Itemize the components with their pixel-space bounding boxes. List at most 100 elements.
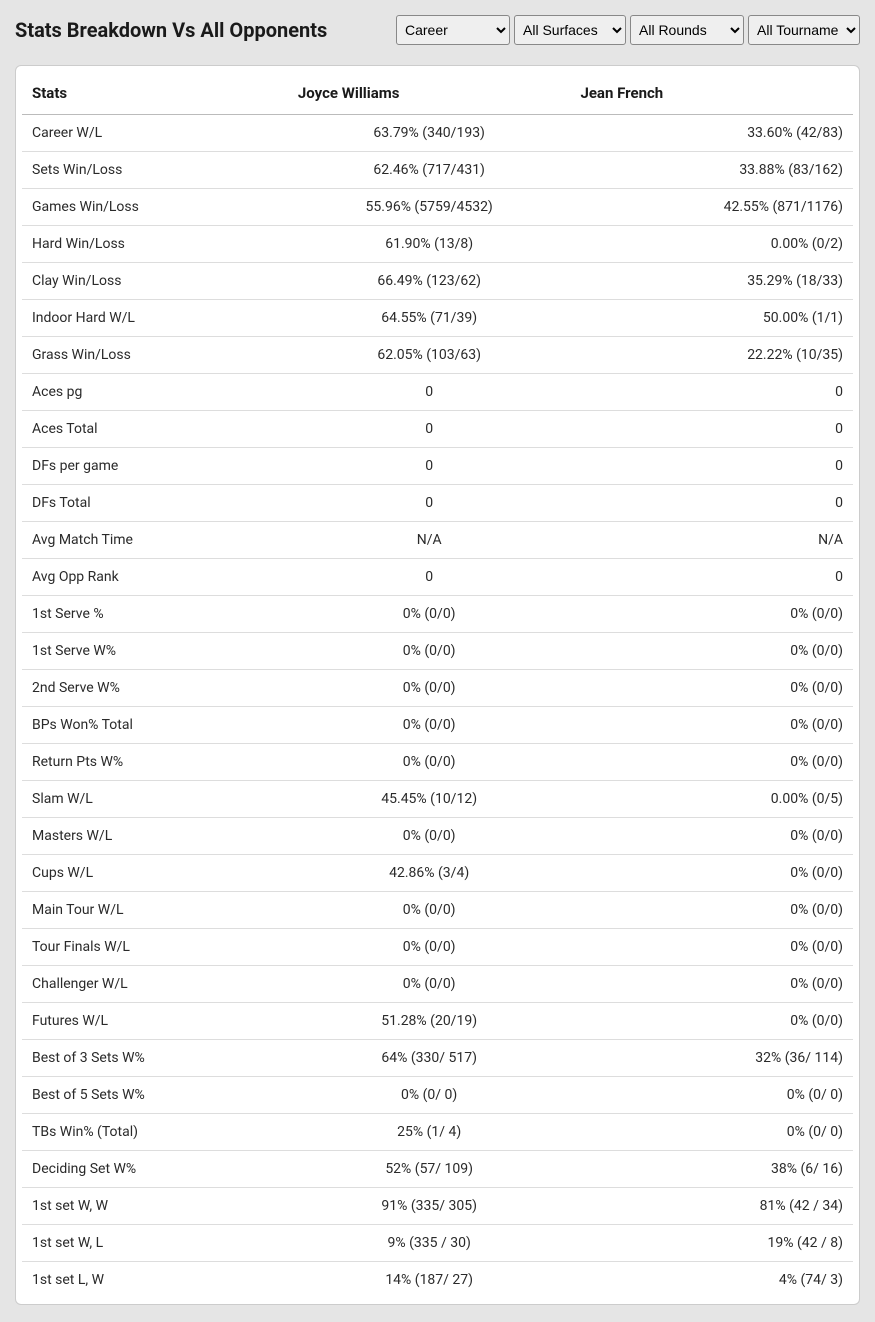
stats-table-container: Stats Joyce Williams Jean French Career … <box>15 65 860 1305</box>
player2-value: 0% (0/0) <box>570 670 853 707</box>
player2-value: 38% (6/ 16) <box>570 1151 853 1188</box>
stat-label: Cups W/L <box>22 855 288 892</box>
table-row: Career W/L63.79% (340/193)33.60% (42/83) <box>22 115 853 152</box>
table-row: Best of 3 Sets W%64% (330/ 517)32% (36/ … <box>22 1040 853 1077</box>
table-row: Deciding Set W%52% (57/ 109)38% (6/ 16) <box>22 1151 853 1188</box>
player1-value: 0 <box>288 559 571 596</box>
table-row: Tour Finals W/L0% (0/0)0% (0/0) <box>22 929 853 966</box>
table-row: 2nd Serve W%0% (0/0)0% (0/0) <box>22 670 853 707</box>
player2-value: 19% (42 / 8) <box>570 1225 853 1262</box>
table-row: Main Tour W/L0% (0/0)0% (0/0) <box>22 892 853 929</box>
stat-label: Aces pg <box>22 374 288 411</box>
stat-label: DFs Total <box>22 485 288 522</box>
player1-value: 0% (0/ 0) <box>288 1077 571 1114</box>
stat-label: BPs Won% Total <box>22 707 288 744</box>
player1-value: 0% (0/0) <box>288 707 571 744</box>
stat-label: Best of 5 Sets W% <box>22 1077 288 1114</box>
stat-label: 1st set W, L <box>22 1225 288 1262</box>
table-row: BPs Won% Total0% (0/0)0% (0/0) <box>22 707 853 744</box>
player2-value: 0% (0/ 0) <box>570 1114 853 1151</box>
player1-value: 0% (0/0) <box>288 818 571 855</box>
table-row: Sets Win/Loss62.46% (717/431)33.88% (83/… <box>22 152 853 189</box>
player1-value: 0 <box>288 374 571 411</box>
player1-value: 52% (57/ 109) <box>288 1151 571 1188</box>
stat-label: 2nd Serve W% <box>22 670 288 707</box>
player1-value: 0% (0/0) <box>288 670 571 707</box>
player1-value: 14% (187/ 27) <box>288 1262 571 1299</box>
table-row: Avg Opp Rank00 <box>22 559 853 596</box>
surface-select[interactable]: All Surfaces <box>514 15 626 45</box>
table-row: Avg Match TimeN/AN/A <box>22 522 853 559</box>
player2-value: 0% (0/0) <box>570 929 853 966</box>
table-row: DFs Total00 <box>22 485 853 522</box>
stat-label: Indoor Hard W/L <box>22 300 288 337</box>
table-row: 1st Serve W%0% (0/0)0% (0/0) <box>22 633 853 670</box>
stat-label: Aces Total <box>22 411 288 448</box>
table-row: Aces pg00 <box>22 374 853 411</box>
table-row: 1st set W, L9% (335 / 30)19% (42 / 8) <box>22 1225 853 1262</box>
player2-value: 0% (0/0) <box>570 1003 853 1040</box>
player1-value: 62.05% (103/63) <box>288 337 571 374</box>
stats-tbody: Career W/L63.79% (340/193)33.60% (42/83)… <box>22 115 853 1299</box>
stat-label: Sets Win/Loss <box>22 152 288 189</box>
table-row: Cups W/L42.86% (3/4)0% (0/0) <box>22 855 853 892</box>
tournament-select[interactable]: All Tournaments <box>748 15 860 45</box>
player1-value: N/A <box>288 522 571 559</box>
table-row: Hard Win/Loss61.90% (13/8)0.00% (0/2) <box>22 226 853 263</box>
player2-value: 0.00% (0/5) <box>570 781 853 818</box>
player2-value: 4% (74/ 3) <box>570 1262 853 1299</box>
player2-value: 0 <box>570 448 853 485</box>
player2-value: 22.22% (10/35) <box>570 337 853 374</box>
table-row: Clay Win/Loss66.49% (123/62)35.29% (18/3… <box>22 263 853 300</box>
stat-label: Deciding Set W% <box>22 1151 288 1188</box>
stat-label: Career W/L <box>22 115 288 152</box>
stat-label: Futures W/L <box>22 1003 288 1040</box>
table-row: 1st Serve %0% (0/0)0% (0/0) <box>22 596 853 633</box>
player1-value: 55.96% (5759/4532) <box>288 189 571 226</box>
player1-value: 0% (0/0) <box>288 929 571 966</box>
stat-label: Return Pts W% <box>22 744 288 781</box>
player1-value: 62.46% (717/431) <box>288 152 571 189</box>
player1-value: 42.86% (3/4) <box>288 855 571 892</box>
stat-label: Main Tour W/L <box>22 892 288 929</box>
stat-label: Best of 3 Sets W% <box>22 1040 288 1077</box>
player2-value: 0 <box>570 485 853 522</box>
player2-value: 0% (0/0) <box>570 707 853 744</box>
column-header-player2: Jean French <box>570 72 853 115</box>
career-select[interactable]: Career <box>396 15 510 45</box>
stat-label: 1st set L, W <box>22 1262 288 1299</box>
player2-value: 0 <box>570 559 853 596</box>
table-row: Return Pts W%0% (0/0)0% (0/0) <box>22 744 853 781</box>
player2-value: 0 <box>570 374 853 411</box>
player1-value: 0% (0/0) <box>288 892 571 929</box>
table-row: Masters W/L0% (0/0)0% (0/0) <box>22 818 853 855</box>
player2-value: 0.00% (0/2) <box>570 226 853 263</box>
player1-value: 0% (0/0) <box>288 596 571 633</box>
stat-label: 1st set W, W <box>22 1188 288 1225</box>
player2-value: 32% (36/ 114) <box>570 1040 853 1077</box>
column-header-player1: Joyce Williams <box>288 72 571 115</box>
player1-value: 25% (1/ 4) <box>288 1114 571 1151</box>
filter-group: Career All Surfaces All Rounds All Tourn… <box>396 15 860 45</box>
stat-label: 1st Serve W% <box>22 633 288 670</box>
player2-value: 0 <box>570 411 853 448</box>
player2-value: 0% (0/0) <box>570 633 853 670</box>
stat-label: Clay Win/Loss <box>22 263 288 300</box>
player1-value: 64.55% (71/39) <box>288 300 571 337</box>
table-row: Futures W/L51.28% (20/19)0% (0/0) <box>22 1003 853 1040</box>
stat-label: Hard Win/Loss <box>22 226 288 263</box>
table-row: TBs Win% (Total)25% (1/ 4)0% (0/ 0) <box>22 1114 853 1151</box>
player2-value: 33.88% (83/162) <box>570 152 853 189</box>
rounds-select[interactable]: All Rounds <box>630 15 744 45</box>
player2-value: N/A <box>570 522 853 559</box>
table-row: Aces Total00 <box>22 411 853 448</box>
player1-value: 0% (0/0) <box>288 633 571 670</box>
stat-label: Challenger W/L <box>22 966 288 1003</box>
page-title: Stats Breakdown Vs All Opponents <box>15 17 386 43</box>
player2-value: 81% (42 / 34) <box>570 1188 853 1225</box>
table-row: Indoor Hard W/L64.55% (71/39)50.00% (1/1… <box>22 300 853 337</box>
stat-label: Avg Opp Rank <box>22 559 288 596</box>
player2-value: 42.55% (871/1176) <box>570 189 853 226</box>
header-row: Stats Breakdown Vs All Opponents Career … <box>15 15 860 45</box>
table-row: Best of 5 Sets W%0% (0/ 0)0% (0/ 0) <box>22 1077 853 1114</box>
